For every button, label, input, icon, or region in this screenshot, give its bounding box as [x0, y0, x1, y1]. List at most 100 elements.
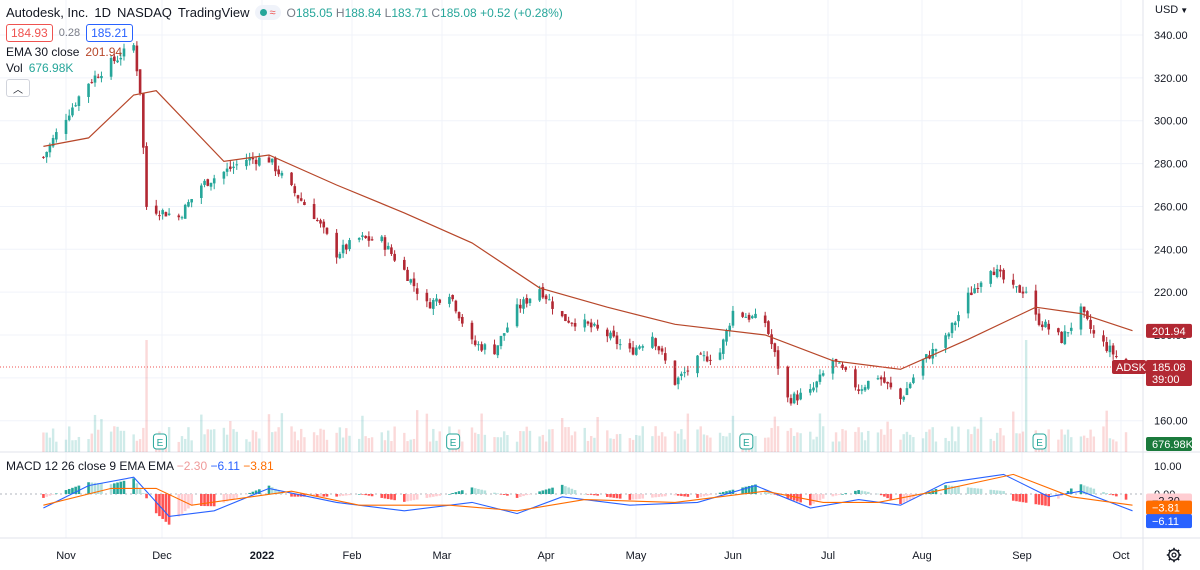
- candle-body: [187, 202, 190, 207]
- currency-selector[interactable]: USD ▼: [1155, 4, 1189, 16]
- volume-bar: [1057, 439, 1060, 452]
- candle-body: [412, 278, 416, 287]
- volume-bar: [699, 426, 702, 452]
- sell-button[interactable]: 184.93: [6, 24, 53, 42]
- collapse-legend-button[interactable]: ︿: [6, 79, 30, 97]
- candle: [1111, 343, 1115, 360]
- candle-body: [145, 146, 148, 207]
- macd-hist-bar: [834, 494, 838, 496]
- macd-hist-bar: [786, 494, 790, 499]
- candle: [480, 341, 483, 353]
- candle-body: [821, 373, 825, 376]
- candle: [364, 235, 367, 239]
- candle-body: [979, 282, 983, 287]
- candle: [573, 318, 577, 332]
- chevron-down-icon: ▼: [1180, 6, 1189, 15]
- candle: [1063, 325, 1067, 346]
- earnings-letter: E: [450, 438, 457, 449]
- symbol-name[interactable]: Autodesk, Inc.: [6, 5, 89, 20]
- earnings-icon[interactable]: E: [152, 433, 167, 450]
- candle: [928, 350, 931, 360]
- volume-bar: [631, 439, 635, 452]
- volume-bar: [854, 431, 857, 452]
- candle-body: [634, 347, 638, 355]
- candle: [1015, 286, 1018, 293]
- volume-bar: [589, 436, 593, 452]
- volume-bar: [290, 426, 293, 452]
- macd-hist-bar: [651, 494, 654, 498]
- volume-bar: [879, 429, 883, 452]
- candle: [338, 251, 342, 260]
- volume-bar: [267, 414, 271, 452]
- volume-bar: [1060, 429, 1063, 452]
- candle-body: [74, 105, 77, 107]
- volume-bar: [258, 438, 261, 452]
- candle: [750, 314, 754, 320]
- earnings-icon[interactable]: E: [739, 433, 754, 450]
- volume-bar: [1102, 426, 1105, 452]
- settings-gear-icon[interactable]: [1166, 547, 1182, 563]
- candle: [483, 342, 487, 355]
- candle-body: [473, 340, 477, 345]
- candle: [1079, 303, 1083, 336]
- macd-hist-bar: [319, 494, 322, 497]
- volume-bar: [248, 441, 251, 452]
- macd-hist-bar: [1108, 494, 1112, 495]
- candle-body: [747, 314, 751, 320]
- volume-bar: [209, 429, 213, 452]
- candle-body: [902, 396, 906, 400]
- candle-body: [863, 387, 867, 391]
- candle: [1057, 327, 1060, 336]
- candle-body: [989, 271, 993, 284]
- candle-body: [1082, 306, 1086, 313]
- macd-label[interactable]: MACD 12 26 close 9 EMA EMA: [6, 459, 174, 473]
- candle: [818, 369, 822, 385]
- candle-body: [122, 48, 126, 57]
- market-status-icon[interactable]: ≈: [255, 5, 281, 20]
- volume-bar: [660, 432, 664, 452]
- macd-hist-bar: [560, 484, 564, 494]
- candle-body: [270, 158, 274, 163]
- candle: [1060, 331, 1063, 344]
- interval-label[interactable]: 1D: [94, 5, 112, 20]
- candle: [834, 358, 838, 368]
- candle: [525, 294, 529, 308]
- earnings-icon[interactable]: E: [446, 433, 461, 450]
- candle-body: [380, 236, 384, 242]
- buy-button[interactable]: 185.21: [86, 24, 133, 42]
- macd-hist-bar: [673, 494, 677, 496]
- volume-bar: [1079, 436, 1083, 452]
- macd-hist-bar: [686, 494, 690, 497]
- candle-body: [908, 383, 912, 388]
- macd-hist-bar: [899, 494, 902, 505]
- macd-hist-bar: [222, 494, 226, 503]
- macd-hist-bar: [573, 490, 577, 494]
- candle: [1034, 284, 1038, 321]
- volume-bar: [899, 439, 902, 452]
- volume-bar: [1024, 340, 1028, 452]
- candle: [770, 329, 773, 350]
- candle: [883, 371, 886, 384]
- volume-bar: [722, 435, 725, 452]
- candle-body: [506, 327, 509, 333]
- volume-indicator-label[interactable]: Vol: [6, 61, 23, 75]
- candle: [796, 390, 799, 405]
- candle-body: [454, 300, 458, 312]
- time-axis-tick: Nov: [56, 550, 76, 562]
- volume-bar: [973, 426, 976, 452]
- ema-indicator-label[interactable]: EMA 30 close: [6, 45, 80, 59]
- candle-body: [879, 377, 883, 380]
- candle: [947, 332, 951, 340]
- candle: [206, 178, 210, 187]
- volume-bar: [200, 414, 203, 452]
- candle: [908, 382, 912, 389]
- candle-body: [390, 247, 393, 254]
- earnings-icon[interactable]: E: [1032, 433, 1047, 450]
- candle: [589, 318, 593, 333]
- macd-hist-bar: [67, 488, 71, 494]
- candle: [42, 156, 45, 159]
- candle: [683, 366, 686, 378]
- macd-hist-bar: [51, 494, 55, 495]
- candle-body: [361, 235, 364, 237]
